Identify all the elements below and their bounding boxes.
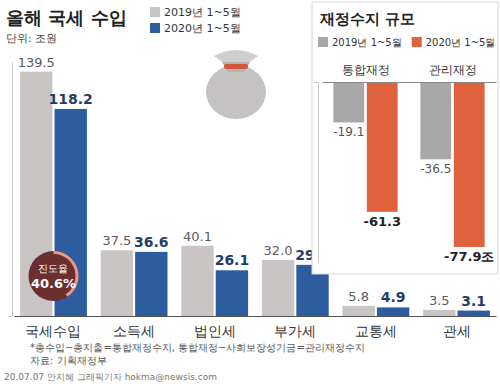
x-tick: 통합재정: [342, 63, 390, 77]
data-label: 4.9: [381, 289, 406, 305]
data-labels: -19.1 -36.5 -61.3 -77.9조: [333, 125, 494, 264]
data-label: 40.1: [183, 229, 212, 244]
y-axis: [314, 83, 319, 263]
y-tick: [8, 316, 12, 317]
x-tick-label: 부가세: [274, 323, 316, 339]
data-label: 26.1: [215, 252, 250, 268]
x-tick: 관세: [443, 323, 471, 339]
bar: [101, 250, 133, 316]
data-label: 36.6: [134, 234, 169, 250]
x-tick-label: 통합재정: [342, 63, 390, 77]
bar: [343, 306, 375, 316]
annotation-label: 진도율: [38, 263, 68, 274]
bar: [181, 246, 213, 316]
data-label: 3.1: [461, 293, 486, 309]
data-label: -61.3: [363, 214, 400, 229]
y-tick-mark: [8, 316, 12, 317]
x-tick: 교통세: [355, 323, 397, 339]
x-tick: 법인세: [194, 323, 236, 339]
data-label: 3.5: [429, 293, 450, 308]
bar: [135, 252, 167, 316]
x-axis: 통합재정 관리재정: [323, 63, 497, 83]
x-axis-line: [323, 82, 497, 83]
x-tick-label: 관리재정: [429, 63, 477, 77]
x-tick: 국세수입: [25, 323, 81, 339]
credit: 20.07.07 안지혜 그래픽기자 hokma@newsis.com: [4, 372, 217, 382]
data-label: 37.5: [102, 233, 131, 248]
x-tick: 소득세: [113, 323, 155, 339]
bar: [423, 310, 455, 316]
legend-label: 2019년 1~5월: [164, 6, 241, 19]
x-tick-label: 국세수입: [25, 323, 81, 339]
bar: [458, 311, 490, 316]
x-tick: 부가세: [274, 323, 316, 339]
x-tick-label: 소득세: [113, 323, 155, 339]
x-tick-label: 관세: [443, 323, 471, 339]
legend-swatch: [412, 37, 422, 47]
footnote: *총수입−총지출=통합재정수지, 통합재정−사회보장성기금=관리재정수지: [30, 342, 365, 353]
bar: [333, 82, 364, 122]
bar: [262, 260, 294, 316]
y-axis: [8, 63, 13, 317]
y-axis-line: [12, 63, 13, 317]
x-tick: 관리재정: [429, 63, 477, 77]
legend-label: 2020년 1~5월: [164, 22, 241, 35]
money-bag-icon: [206, 50, 266, 119]
bar: [377, 307, 409, 316]
x-axis: 국세수입 소득세 법인세 부가세 교통세 관세: [15, 317, 497, 339]
data-label: 5.8: [348, 289, 369, 304]
data-label: 139.5: [18, 55, 55, 70]
bag-top: [214, 50, 258, 62]
bar: [454, 82, 485, 247]
legend-swatch: [150, 7, 160, 17]
y-axis-line: [318, 83, 319, 263]
title: 올해 국세 수입: [6, 7, 127, 28]
inset-title: 재정수지 규모: [319, 10, 415, 28]
legend-swatch: [318, 37, 328, 47]
bar: [420, 82, 451, 159]
legend-label: 2019년 1~5월: [332, 37, 402, 48]
legend: 2019년 1~5월 2020년 1~5월: [318, 37, 495, 48]
legend: 2019년 1~5월 2020년 1~5월: [150, 6, 241, 35]
data-label: -77.9조: [444, 249, 494, 264]
bag-tie: [224, 64, 248, 69]
legend-swatch: [150, 23, 160, 33]
bag-neck: [222, 62, 250, 72]
y-tick: [314, 82, 318, 83]
x-tick-label: 법인세: [194, 323, 236, 339]
legend-label: 2020년 1~5월: [426, 37, 496, 48]
x-tick-label: 교통세: [355, 323, 397, 339]
subtitle: 단위: 조원: [6, 32, 57, 45]
chart-root: 올해 국세 수입단위: 조원 2019년 1~5월 2020년 1~5월국세수입 소득…: [0, 0, 500, 384]
bar: [216, 270, 248, 316]
annotation: 진도율 40.6%: [28, 251, 78, 301]
x-axis-line: [15, 316, 497, 317]
data-label: 118.2: [49, 91, 93, 107]
y-tick-mark: [314, 82, 318, 83]
bar: [367, 82, 398, 212]
bag-body: [206, 65, 266, 119]
data-label: 32.0: [264, 243, 293, 258]
inset-frame: [312, 2, 498, 274]
data-label: -19.1: [333, 125, 364, 139]
bars: [333, 82, 484, 247]
annotation-value: 40.6%: [31, 276, 76, 291]
annotation-circle: [28, 251, 78, 301]
source: 자료: 기획재정부: [30, 355, 107, 366]
background: [0, 0, 500, 384]
data-label: -36.5: [420, 162, 451, 176]
